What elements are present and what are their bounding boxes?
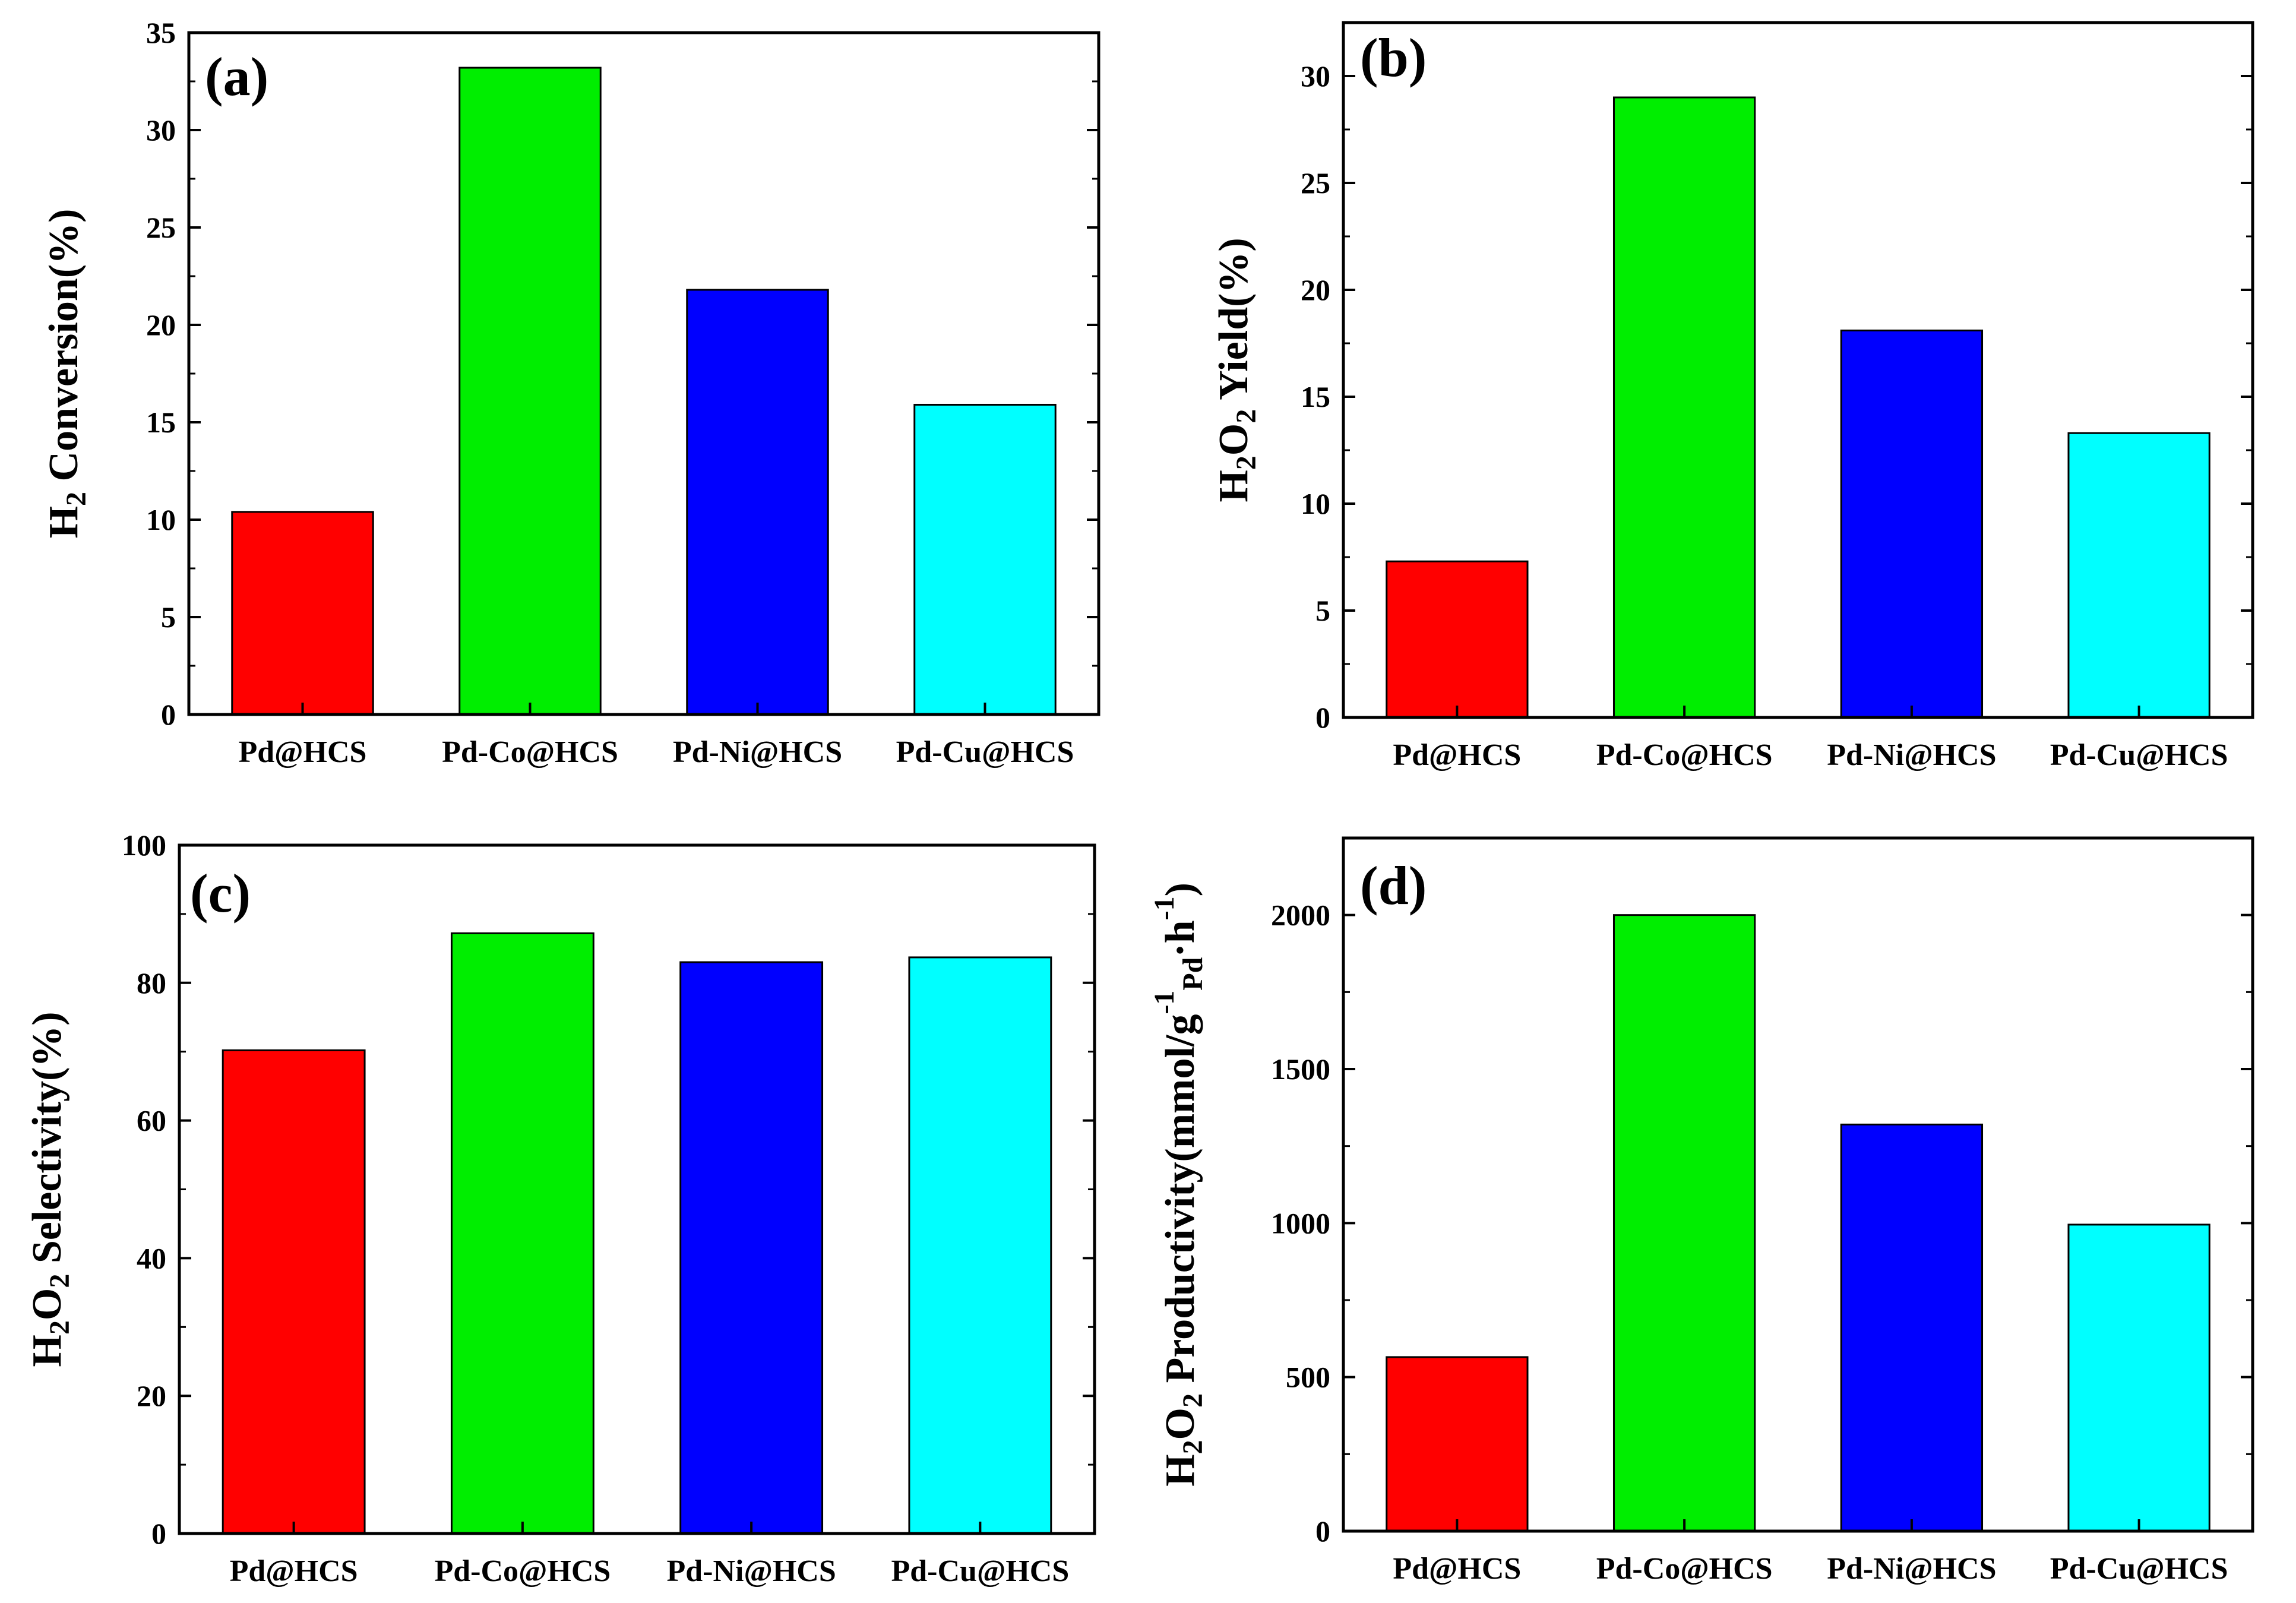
panel-a-tag: (a) — [205, 46, 268, 107]
panel-d-ytick-label: 1500 — [1271, 1052, 1330, 1086]
panel-a-bar-pd-cu-at-hcs — [913, 403, 1057, 716]
panel-d-category-label: Pd-Cu@HCS — [2050, 1552, 2228, 1586]
panel-b-ytick-label: 5 — [1315, 594, 1330, 627]
panel-b-bar-pd-at-hcs — [1386, 560, 1529, 719]
panel-a-ytick-label: 10 — [146, 503, 176, 536]
panel-d-ytick-label: 0 — [1315, 1515, 1330, 1548]
panel-c-frame — [178, 843, 1096, 1535]
panel-b-tag: (b) — [1360, 27, 1427, 88]
panel-c-category-label: Pd@HCS — [230, 1554, 358, 1588]
panel-c-ytick-label: 40 — [137, 1241, 166, 1275]
panel-b-bar-pd-cu-at-hcs — [2067, 432, 2210, 719]
panel-a-bar-pd-at-hcs — [231, 511, 374, 716]
panel-d-category-label: Pd@HCS — [1393, 1552, 1521, 1586]
panel-d-bar-pd-ni-at-hcs — [1840, 1123, 1984, 1532]
panel-a-bar-pd-ni-at-hcs — [686, 289, 829, 716]
panel-a-category-label: Pd@HCS — [239, 735, 367, 769]
panel-a-ytick-label: 20 — [146, 308, 176, 342]
panel-d-bar-pd-cu-at-hcs — [2067, 1223, 2210, 1532]
panel-b-category-label: Pd-Cu@HCS — [2050, 738, 2228, 772]
panel-d-ytick-label: 1000 — [1271, 1206, 1330, 1240]
panel-a-ytick-label: 25 — [146, 211, 176, 244]
panel-b-frame — [1342, 21, 2254, 719]
panel-d-bar-pd-at-hcs — [1386, 1356, 1529, 1532]
panel-a-ylabel: H2 Conversion(%) — [41, 209, 92, 539]
panel-a-frame — [187, 31, 1100, 716]
panel-c: Pd@HCS Pd-Co@HCS Pd-Ni@HCS Pd-Cu@HCS 0 20 40 60… — [24, 829, 1096, 1588]
panel-a-category-label: Pd-Cu@HCS — [896, 735, 1074, 769]
panel-d-ytick-label: 500 — [1286, 1361, 1330, 1394]
panel-c-bar-pd-ni-at-hcs — [679, 961, 824, 1535]
panel-b-category-label: Pd@HCS — [1393, 738, 1521, 772]
panel-d: Pd@HCS Pd-Co@HCS Pd-Ni@HCS Pd-Cu@HCS 0 500 100… — [1149, 836, 2254, 1586]
panel-c-ytick-label: 20 — [137, 1379, 166, 1412]
panel-b-ytick-label: 30 — [1301, 59, 1330, 93]
panel-c-bar-pd-co-at-hcs — [450, 932, 594, 1535]
panel-b-ytick-label: 15 — [1301, 380, 1330, 413]
panel-a-ytick-label: 15 — [146, 406, 176, 439]
panel-c-ytick-label: 0 — [151, 1517, 166, 1550]
panel-b-ylabel: H2O2 Yield(%) — [1211, 238, 1262, 502]
panel-b-ytick-label: 0 — [1315, 701, 1330, 734]
panel-d-frame — [1342, 836, 2254, 1533]
panel-c-bar-pd-cu-at-hcs — [908, 956, 1052, 1535]
panel-c-category-label: Pd-Cu@HCS — [891, 1554, 1069, 1588]
panel-c-ytick-label: 80 — [137, 966, 166, 1000]
panel-d-ylabel: H2O2 Productivity(mmol/g-1Pd·h-1) — [1149, 883, 1209, 1487]
panel-a-category-label: Pd-Ni@HCS — [673, 735, 842, 769]
panel-b-bar-pd-co-at-hcs — [1612, 96, 1756, 719]
panel-d-ytick-label: 2000 — [1271, 899, 1330, 932]
panel-b-ytick-label: 25 — [1301, 166, 1330, 200]
panel-a-ytick-label: 0 — [161, 698, 176, 731]
panel-a-category-label: Pd-Co@HCS — [442, 735, 618, 769]
panel-d-bar-pd-co-at-hcs — [1612, 914, 1756, 1532]
panel-c-ylabel: H2O2 Selectivity(%) — [24, 1011, 75, 1367]
panel-d-tag: (d) — [1360, 855, 1427, 916]
panel-a-ytick-label: 35 — [146, 16, 176, 49]
panel-c-bar-pd-at-hcs — [222, 1049, 366, 1535]
panel-d-category-label: Pd-Ni@HCS — [1827, 1552, 1996, 1586]
panel-a-ytick-label: 30 — [146, 113, 176, 147]
panel-c-category-label: Pd-Co@HCS — [434, 1554, 611, 1588]
panel-b-bar-pd-ni-at-hcs — [1840, 329, 1984, 719]
panel-d-category-label: Pd-Co@HCS — [1596, 1552, 1773, 1586]
panel-b-ytick-label: 10 — [1301, 487, 1330, 520]
panel-b-ytick-label: 20 — [1301, 273, 1330, 306]
panel-c-tag: (c) — [190, 863, 251, 924]
panel-b-category-label: Pd-Ni@HCS — [1827, 738, 1996, 772]
panel-c-category-label: Pd-Ni@HCS — [666, 1554, 836, 1588]
panel-a-ytick-label: 5 — [161, 600, 176, 634]
panel-c-ytick-label: 60 — [137, 1104, 166, 1137]
panel-c-ytick-label: 100 — [122, 829, 166, 862]
panel-b-category-label: Pd-Co@HCS — [1596, 738, 1773, 772]
panel-a: Pd@HCS Pd-Co@HCS Pd-Ni@HCS Pd-Cu@HCS 0 5 10 15 2… — [41, 16, 1100, 769]
panel-a-bar-pd-co-at-hcs — [458, 67, 602, 716]
panel-b: Pd@HCS Pd-Co@HCS Pd-Ni@HCS Pd-Cu@HCS 0 5 10 15 2… — [1211, 21, 2254, 772]
